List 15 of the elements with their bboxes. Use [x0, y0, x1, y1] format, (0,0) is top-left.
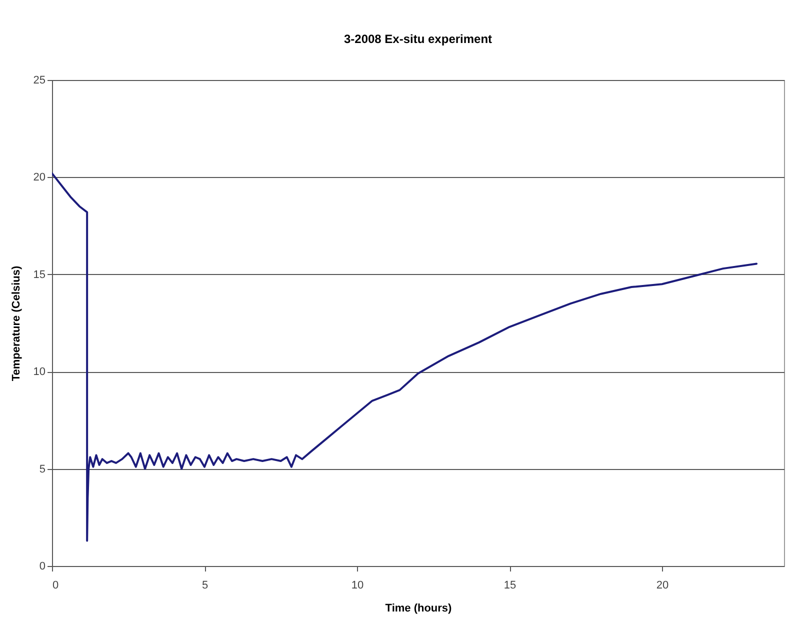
- x-tick-label: 5: [202, 580, 208, 592]
- y-tick-label: 10: [33, 366, 46, 378]
- y-tick-label: 15: [33, 268, 46, 281]
- y-tick-label: 25: [33, 74, 46, 86]
- x-tick-label: 15: [504, 580, 516, 592]
- chart-title: 3-2008 Ex-situ experiment: [344, 32, 492, 46]
- line-series: [52, 172, 758, 542]
- x-tick-label: 10: [351, 580, 364, 592]
- y-tick-label: 20: [33, 172, 46, 184]
- x-tick-label: 20: [656, 580, 669, 592]
- x-tick-label: 0: [52, 580, 59, 592]
- y-axis-title: Temperature (Celsius): [10, 266, 22, 382]
- y-tick-label: 5: [39, 463, 46, 476]
- y-tick-label: 0: [39, 560, 46, 572]
- x-axis-title: Time (hours): [385, 602, 452, 614]
